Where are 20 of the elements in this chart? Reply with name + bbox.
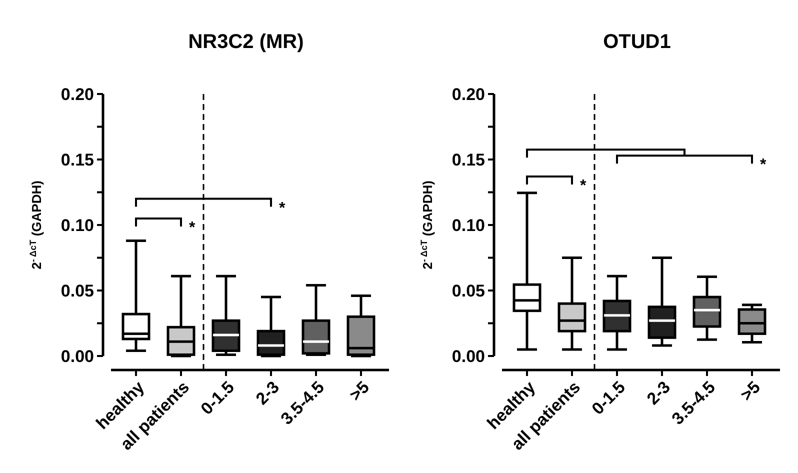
annotation: * <box>760 156 767 174</box>
x-tick-label: 2-3 <box>252 378 284 408</box>
chart-title: NR3C2 (MR) <box>188 31 304 53</box>
y-tick-label: 0.10 <box>60 216 94 235</box>
annotation: * <box>580 178 587 195</box>
y-tick-label: 0.00 <box>452 346 485 366</box>
y-tick-label: 0.05 <box>452 281 485 300</box>
y-tick-label: 0.05 <box>60 281 94 300</box>
y-tick-label: 0.10 <box>452 216 485 235</box>
x-tick-label: >5 <box>736 378 764 405</box>
y-tick-label: 0.15 <box>452 150 485 170</box>
annotation: * <box>189 219 196 236</box>
y-tick-label: 0.00 <box>60 346 94 366</box>
annotation: * <box>279 200 286 217</box>
y-tick-label: 0.15 <box>60 150 94 170</box>
y-tick-label: 0.20 <box>60 84 94 104</box>
x-tick-label: 2-3 <box>643 378 674 408</box>
chart-title: OTUD1 <box>603 31 671 53</box>
x-tick-label: >5 <box>346 378 374 405</box>
y-tick-label: 0.20 <box>452 84 485 104</box>
